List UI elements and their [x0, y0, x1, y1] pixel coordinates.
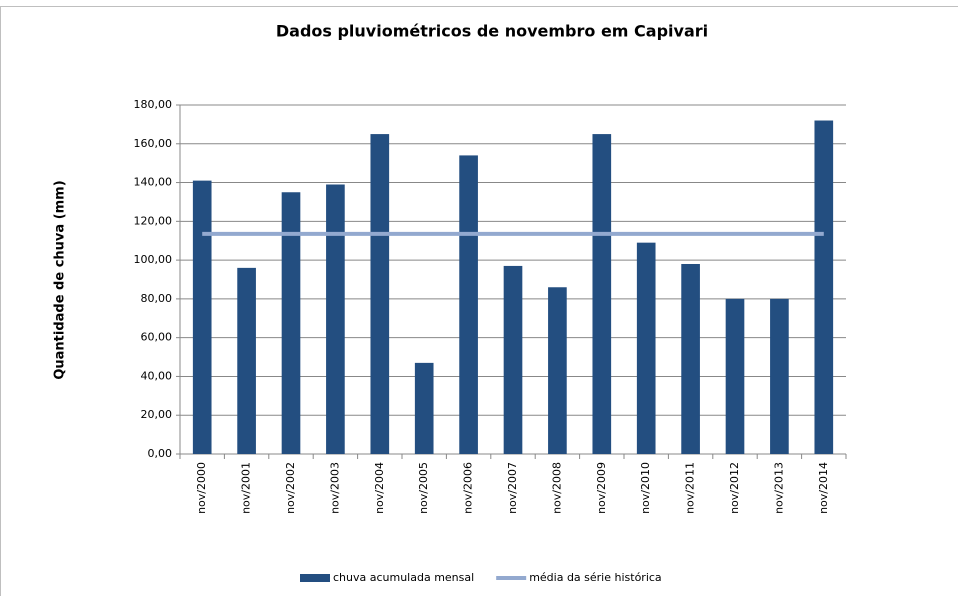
x-tick-label: nov/2004 — [373, 462, 386, 514]
bar — [237, 267, 256, 454]
y-tick-label: 40,00 — [141, 369, 173, 382]
bar — [592, 134, 612, 455]
bar — [192, 180, 212, 454]
y-tick-label: 80,00 — [141, 292, 173, 305]
x-tick-label: nov/2003 — [328, 462, 341, 514]
x-tick-label: nov/2011 — [684, 462, 697, 514]
x-tick-label: nov/2008 — [550, 462, 563, 514]
y-tick-label: 0,00 — [148, 447, 173, 460]
x-tick-label: nov/2001 — [240, 462, 253, 514]
legend-label: média da série histórica — [529, 571, 662, 584]
bar — [814, 120, 834, 454]
y-tick-label: 120,00 — [134, 214, 173, 227]
y-tick-label: 60,00 — [141, 331, 173, 344]
x-tick-label: nov/2013 — [772, 462, 785, 514]
x-tick-label: nov/2006 — [462, 462, 475, 514]
x-tick-label: nov/2005 — [417, 462, 430, 514]
bar — [681, 263, 700, 454]
y-tick-label: 20,00 — [141, 408, 173, 421]
bar — [414, 362, 434, 454]
bar — [326, 184, 345, 454]
bar — [503, 265, 523, 454]
bar — [459, 155, 478, 454]
bar — [770, 298, 789, 454]
y-tick-label: 140,00 — [134, 176, 173, 189]
x-tick-label: nov/2009 — [595, 462, 608, 514]
x-tick-label: nov/2000 — [195, 462, 208, 514]
bar — [636, 242, 656, 454]
chart-title: Dados pluviométricos de novembro em Capi… — [276, 22, 708, 41]
bar — [548, 287, 567, 454]
x-tick-label: nov/2007 — [506, 462, 519, 514]
y-tick-label: 180,00 — [134, 98, 173, 111]
x-tick-label: nov/2014 — [817, 462, 830, 514]
legend-swatch — [300, 574, 330, 582]
x-tick-label: nov/2010 — [639, 462, 652, 514]
y-tick-label: 160,00 — [134, 137, 173, 150]
bar — [370, 134, 390, 455]
x-tick-label: nov/2002 — [284, 462, 297, 514]
bar — [725, 298, 745, 454]
bar — [281, 192, 301, 454]
y-tick-label: 100,00 — [134, 253, 173, 266]
legend-label: chuva acumulada mensal — [333, 571, 474, 584]
x-tick-label: nov/2012 — [728, 462, 741, 514]
y-axis-label: Quantidade de chuva (mm) — [53, 180, 68, 379]
